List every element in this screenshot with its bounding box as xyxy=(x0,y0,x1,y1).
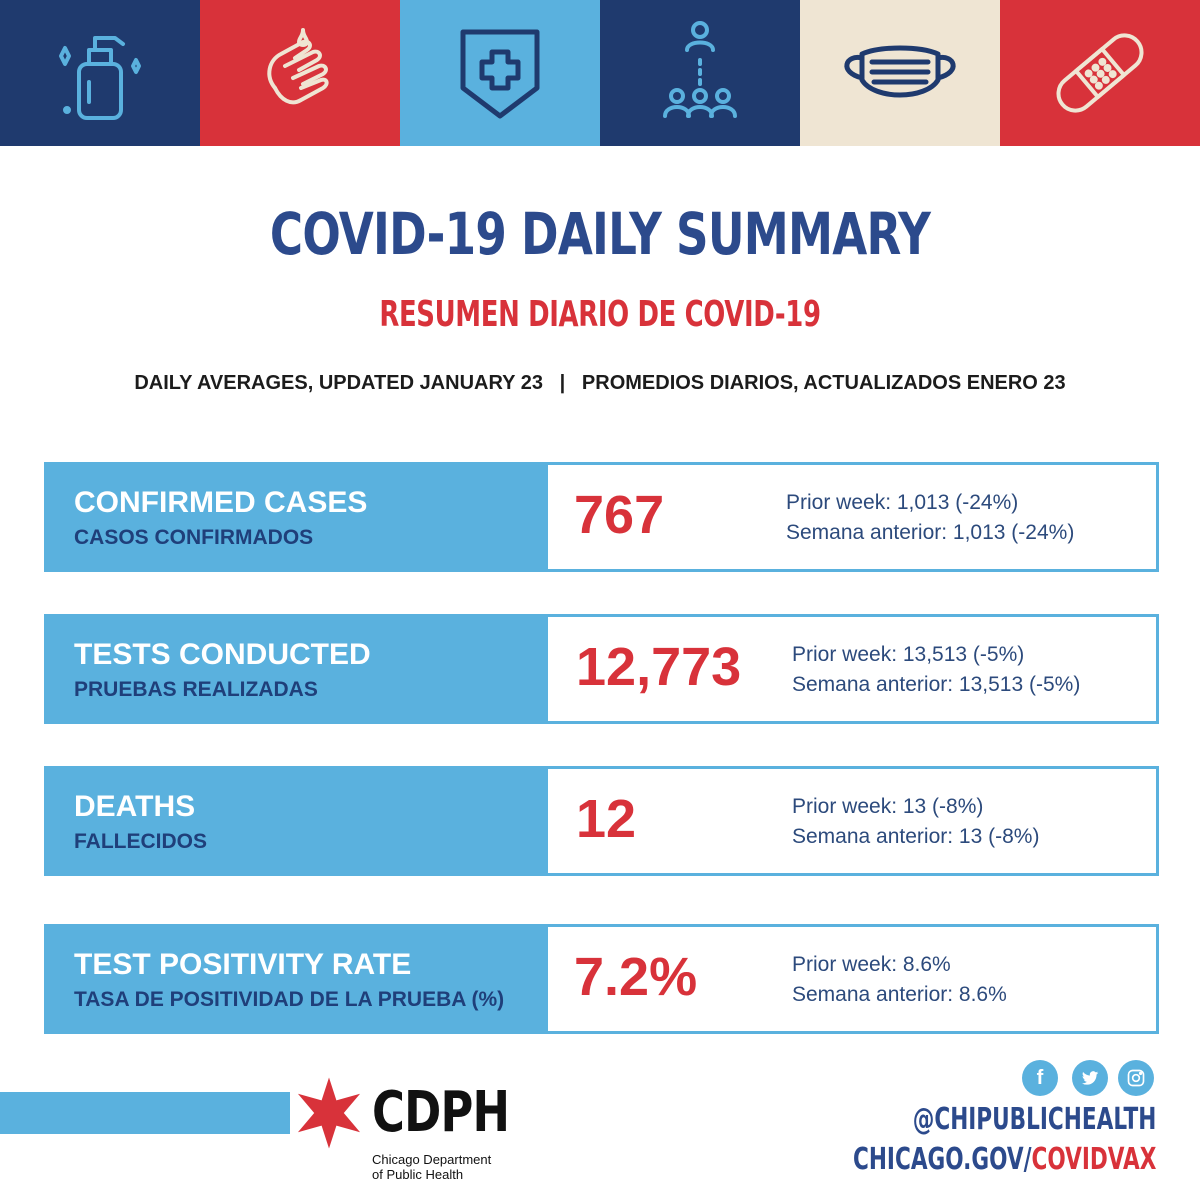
footer-accent-bar xyxy=(0,1092,290,1134)
url-prefix: CHICAGO.GOV/ xyxy=(852,1142,1032,1177)
updated-separator: | xyxy=(559,372,566,394)
tile-handwashing xyxy=(200,0,400,146)
header-icon-bar xyxy=(0,0,1200,146)
face-mask-icon xyxy=(844,45,956,98)
metric-label-panel xyxy=(44,614,552,724)
hand-sanitizer-icon xyxy=(59,36,141,120)
metric-card-confirmed-cases: CONFIRMED CASES CASOS CONFIRMADOS 767 Pr… xyxy=(44,462,1162,572)
social-distance-icon xyxy=(663,21,737,118)
metric-value-panel xyxy=(548,924,1159,1034)
metric-card-test-positivity: TEST POSITIVITY RATE TASA DE POSITIVIDAD… xyxy=(44,924,1162,1034)
chicago-star-icon xyxy=(297,1077,361,1149)
metric-prior: Prior week: 13 (-8%) Semana anterior: 13… xyxy=(792,792,1039,852)
metric-sublabel: CASOS CONFIRMADOS xyxy=(74,526,314,549)
metric-value: 12,773 xyxy=(576,637,742,697)
twitter-icon[interactable] xyxy=(1072,1060,1108,1096)
metric-prior-spanish: Semana anterior: 13,513 (-5%) xyxy=(792,673,1081,696)
tile-medical xyxy=(400,0,600,146)
updated-english: DAILY AVERAGES, UPDATED JANUARY 23 xyxy=(134,372,543,394)
page-title: COVID-19 DAILY SUMMARY xyxy=(269,200,931,268)
metric-prior-english: Prior week: 1,013 (-24%) xyxy=(786,491,1019,514)
tile-sanitizer xyxy=(0,0,200,146)
medical-shield-icon xyxy=(460,29,540,119)
metric-prior: Prior week: 8.6% Semana anterior: 8.6% xyxy=(792,950,1007,1010)
metric-label-panel xyxy=(44,924,552,1034)
metric-card-deaths: DEATHS FALLECIDOS 12 Prior week: 13 (-8%… xyxy=(44,766,1162,876)
metric-label-panel xyxy=(44,462,552,572)
metric-prior-spanish: Semana anterior: 8.6% xyxy=(792,983,1007,1006)
metric-value-panel xyxy=(548,462,1159,572)
metric-prior-english: Prior week: 13 (-8%) xyxy=(792,795,984,818)
cdph-logo-text: CDPH xyxy=(372,1080,510,1145)
metric-value: 7.2% xyxy=(574,947,698,1007)
metric-sublabel: TASA DE POSITIVIDAD DE LA PRUEBA (%) xyxy=(74,988,505,1011)
bandage-icon xyxy=(1056,33,1144,113)
metric-card-tests-conducted: TESTS CONDUCTED PRUEBAS REALIZADAS 12,77… xyxy=(44,614,1162,724)
instagram-icon[interactable] xyxy=(1118,1060,1154,1096)
metric-prior-spanish: Semana anterior: 1,013 (-24%) xyxy=(786,521,1075,544)
metric-label: TESTS CONDUCTED xyxy=(74,638,371,671)
metric-prior: Prior week: 13,513 (-5%) Semana anterior… xyxy=(792,640,1080,700)
metric-value: 767 xyxy=(574,485,665,545)
metric-value-panel xyxy=(548,614,1159,724)
facebook-icon[interactable]: f xyxy=(1022,1060,1058,1096)
tile-bandage xyxy=(1000,0,1200,146)
covidvax-link[interactable]: CHICAGO.GOV/COVIDVAX xyxy=(853,1142,1156,1177)
metric-sublabel: FALLECIDOS xyxy=(74,830,208,853)
metric-label: TEST POSITIVITY RATE xyxy=(74,948,412,981)
metric-label: DEATHS xyxy=(74,790,196,823)
metric-value: 12 xyxy=(576,789,637,849)
metric-prior: Prior week: 1,013 (-24%) Semana anterior… xyxy=(786,488,1074,548)
tile-mask xyxy=(800,0,1000,146)
metric-label: CONFIRMED CASES xyxy=(74,486,368,519)
updated-spanish: PROMEDIOS DIARIOS, ACTUALIZADOS ENERO 23 xyxy=(581,372,1066,394)
page-subtitle: RESUMEN DIARIO DE COVID-19 xyxy=(379,294,821,335)
cdph-sub-line-2: of Public Health xyxy=(372,1167,464,1182)
social-handle[interactable]: @CHIPUBLICHEALTH xyxy=(912,1102,1156,1137)
url-suffix: COVIDVAX xyxy=(1031,1142,1156,1177)
cdph-logo-subtitle: Chicago Department of Public Health xyxy=(372,1152,491,1182)
updated-line: DAILY AVERAGES, UPDATED JANUARY 23 | PRO… xyxy=(0,372,1200,395)
metric-value-panel xyxy=(548,766,1159,876)
metric-label-panel xyxy=(44,766,552,876)
metric-prior-spanish: Semana anterior: 13 (-8%) xyxy=(792,825,1040,848)
metric-prior-english: Prior week: 8.6% xyxy=(792,953,951,976)
handwashing-icon xyxy=(267,28,329,105)
tile-distance xyxy=(600,0,800,146)
metric-sublabel: PRUEBAS REALIZADAS xyxy=(74,678,318,701)
cdph-sub-line-1: Chicago Department xyxy=(372,1152,492,1167)
metric-prior-english: Prior week: 13,513 (-5%) xyxy=(792,643,1025,666)
